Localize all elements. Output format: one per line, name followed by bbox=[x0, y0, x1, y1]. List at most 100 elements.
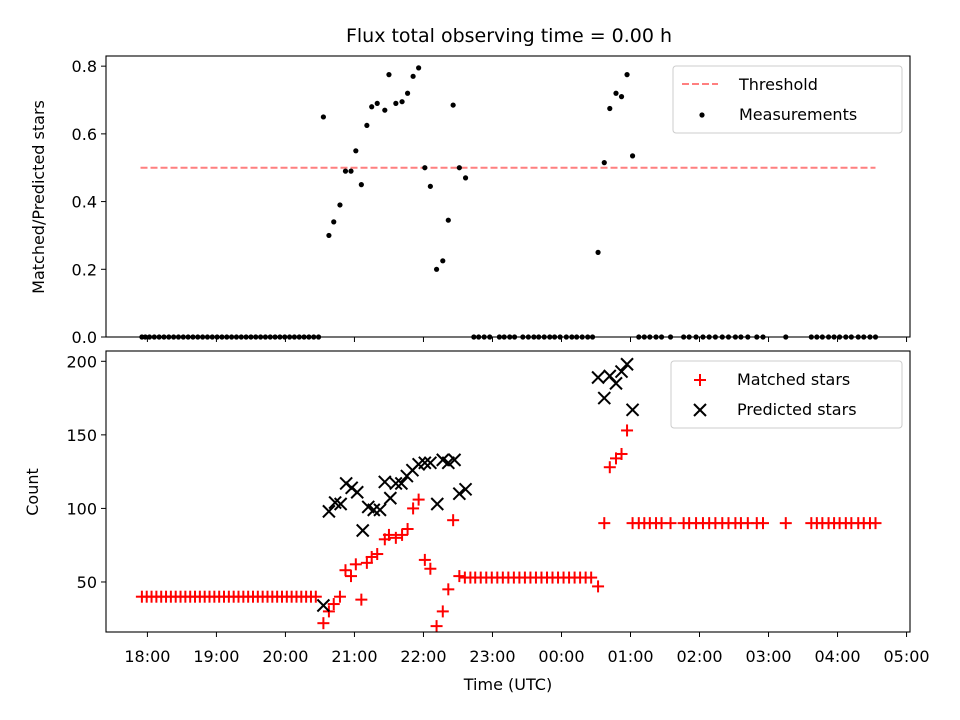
bottom-points-layer bbox=[135, 357, 882, 633]
measurement-point bbox=[348, 168, 354, 174]
x-tick-label: 20:00 bbox=[262, 647, 308, 666]
measurement-point bbox=[337, 202, 343, 208]
top-legend-box bbox=[672, 65, 903, 134]
x-tick-label: 04:00 bbox=[814, 647, 860, 666]
matched-star-point bbox=[327, 598, 340, 611]
measurement-point bbox=[358, 182, 364, 188]
measurement-point bbox=[629, 153, 636, 159]
x-tick-label: 01:00 bbox=[607, 647, 653, 666]
measurement-point bbox=[353, 148, 359, 154]
predicted-star-point bbox=[418, 456, 432, 470]
bottom-y-tick-label: 200 bbox=[66, 352, 97, 371]
measurement-point bbox=[601, 160, 607, 166]
matched-star-point bbox=[344, 570, 357, 583]
bottom-plot: 50 100 150 200 18:00 19:00 20:00 21:00 22:00 23:… bbox=[23, 350, 930, 694]
threshold-legend-label: Threshold bbox=[738, 75, 818, 94]
matched-star-point bbox=[407, 502, 420, 515]
matched-star-point bbox=[436, 605, 449, 618]
matched-star-point bbox=[339, 564, 352, 577]
measurement-point bbox=[440, 258, 446, 264]
matched-star-point bbox=[309, 590, 322, 603]
matched-star-point bbox=[585, 571, 598, 584]
measurement-point bbox=[369, 104, 375, 110]
matched-star-point bbox=[757, 517, 770, 530]
bottom-x-ticks: 18:00 19:00 20:00 21:00 22:00 23:00 00:00 01:00… bbox=[124, 632, 930, 666]
measurement-point bbox=[364, 122, 370, 129]
bottom-y-tick-label: 50 bbox=[77, 573, 97, 592]
bottom-plot-frame bbox=[105, 350, 911, 633]
bottom-legend-box bbox=[670, 360, 903, 429]
top-y-tick-label: 0.0 bbox=[72, 328, 97, 347]
top-y-tick-label: 0.8 bbox=[72, 57, 97, 76]
measurement-point bbox=[410, 73, 416, 79]
matched-star-point bbox=[592, 580, 605, 593]
bottom-y-tick-label: 150 bbox=[66, 426, 97, 445]
matched-star-point bbox=[418, 553, 431, 566]
bottom-legend: Matched stars Predicted stars bbox=[670, 360, 903, 429]
matched-star-point bbox=[615, 447, 628, 460]
bottom-y-tick-label: 100 bbox=[66, 499, 97, 518]
matched-star-point bbox=[424, 562, 437, 575]
measurement-point bbox=[342, 168, 349, 174]
x-tick-label: 02:00 bbox=[676, 647, 722, 666]
matched-legend-label: Matched stars bbox=[737, 370, 850, 389]
x-tick-label: 00:00 bbox=[538, 647, 584, 666]
predicted-star-point bbox=[447, 453, 462, 467]
predicted-legend-swatch bbox=[693, 403, 707, 417]
measurement-point bbox=[399, 99, 405, 105]
measurement-point bbox=[320, 114, 326, 120]
predicted-star-point bbox=[383, 491, 398, 505]
measurement-point bbox=[331, 219, 337, 225]
measurements-legend-label: Measurements bbox=[739, 105, 857, 124]
top-x-ticks bbox=[146, 337, 908, 342]
matched-star-point bbox=[412, 493, 425, 506]
measurement-point bbox=[374, 100, 380, 106]
measurement-point bbox=[450, 102, 456, 108]
predicted-star-point bbox=[591, 370, 605, 385]
measurement-point bbox=[595, 249, 601, 255]
matched-star-point bbox=[664, 517, 677, 530]
matched-star-point bbox=[779, 517, 792, 530]
x-tick-label: 03:00 bbox=[745, 647, 791, 666]
predicted-star-point bbox=[356, 523, 370, 538]
measurement-point bbox=[433, 266, 440, 272]
matched-star-point bbox=[382, 528, 395, 541]
matched-legend-swatch bbox=[694, 374, 706, 386]
matched-star-point bbox=[371, 548, 384, 561]
predicted-star-point bbox=[614, 364, 629, 379]
measurement-point bbox=[386, 72, 392, 78]
predicted-star-point bbox=[620, 357, 634, 371]
measurement-point bbox=[404, 90, 411, 96]
matched-star-point bbox=[389, 531, 402, 544]
x-tick-label: 19:00 bbox=[193, 647, 239, 666]
matched-star-point bbox=[598, 517, 611, 530]
bottom-y-axis-label: Count bbox=[23, 468, 42, 516]
top-y-tick-label: 0.6 bbox=[72, 125, 97, 144]
matched-star-point bbox=[603, 461, 616, 474]
matched-star-point bbox=[453, 570, 466, 583]
x-tick-label: 21:00 bbox=[331, 647, 377, 666]
measurement-point bbox=[456, 165, 462, 171]
predicted-star-point bbox=[316, 598, 331, 613]
chart-title: Flux total observing time = 0.00 h bbox=[346, 25, 672, 47]
predicted-star-point bbox=[350, 485, 364, 499]
x-tick-label: 22:00 bbox=[400, 647, 446, 666]
measurement-point bbox=[393, 100, 399, 106]
matched-star-point bbox=[317, 617, 330, 630]
predicted-star-point bbox=[597, 391, 611, 405]
matched-star-point bbox=[442, 583, 455, 596]
x-tick-label: 23:00 bbox=[469, 647, 515, 666]
predicted-star-point bbox=[373, 503, 387, 517]
matched-star-point bbox=[333, 590, 346, 603]
matched-star-point bbox=[430, 620, 443, 633]
top-y-tick-label: 0.4 bbox=[72, 193, 97, 212]
matched-star-point bbox=[349, 558, 362, 571]
predicted-star-point bbox=[367, 503, 381, 517]
predicted-star-point bbox=[333, 497, 348, 511]
predicted-star-point bbox=[625, 403, 640, 417]
predicted-star-point bbox=[322, 504, 336, 519]
measurement-point bbox=[427, 183, 433, 189]
predicted-star-point bbox=[609, 376, 623, 391]
predicted-legend-label: Predicted stars bbox=[737, 400, 857, 419]
